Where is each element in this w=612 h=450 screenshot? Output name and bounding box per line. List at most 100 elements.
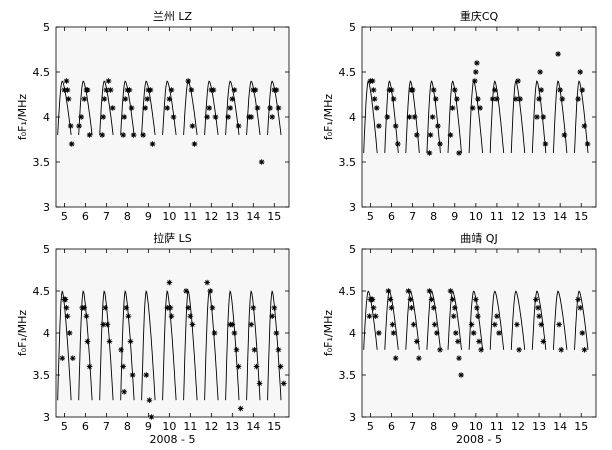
data-point <box>86 363 93 370</box>
x-tick-label: 6 <box>82 210 89 223</box>
data-point <box>64 313 71 319</box>
model-curve <box>78 80 93 136</box>
x-tick-label: 6 <box>388 420 395 433</box>
data-point <box>166 96 173 102</box>
data-point <box>514 321 520 328</box>
x-tick-label: 6 <box>388 210 395 223</box>
data-point <box>149 141 156 147</box>
x-tick-label: 11 <box>490 420 504 433</box>
data-point <box>492 321 498 328</box>
data-point <box>277 363 284 370</box>
x-tick-label: 11 <box>183 420 197 433</box>
panel-qujing: 曲靖 QJ f₀F₁/MHz 2008 - 5 5 6 7 8 9 10 11 12 13 14 15 3 3… <box>322 232 597 446</box>
data-point <box>406 114 413 120</box>
data-point <box>431 321 438 328</box>
data-point <box>556 321 562 328</box>
model-curve <box>78 290 93 401</box>
data-point <box>390 330 397 336</box>
data-point <box>537 69 543 75</box>
data-point <box>477 105 483 111</box>
data-point <box>128 105 135 111</box>
y-axis-label: f₀F₁/MHz <box>16 94 29 140</box>
x-tick-label: 13 <box>532 210 546 223</box>
model-curve <box>489 290 505 350</box>
data-point <box>129 372 136 378</box>
data-point <box>475 313 481 319</box>
data-point <box>388 87 395 93</box>
x-tick-label: 10 <box>469 420 483 433</box>
x-tick-label: 5 <box>61 420 68 433</box>
panel-title: 重庆CQ <box>460 9 499 23</box>
data-point <box>416 355 422 361</box>
data-point <box>516 347 522 353</box>
x-tick-label: 8 <box>124 210 131 223</box>
data-point <box>579 330 586 336</box>
data-point <box>409 87 416 93</box>
data-point <box>275 105 282 111</box>
data-point <box>251 347 258 353</box>
x-tick-label: 11 <box>490 210 504 223</box>
data-point <box>581 123 588 129</box>
data-point <box>204 279 210 286</box>
y-tick-label: 3 <box>349 201 356 214</box>
x-tick-label: 7 <box>103 210 110 223</box>
data-point <box>577 69 583 75</box>
x-tick-label: 15 <box>574 210 588 223</box>
data-point <box>435 123 441 129</box>
data-point <box>366 313 373 319</box>
data-point <box>81 305 88 311</box>
data-point <box>76 123 82 129</box>
data-point <box>414 132 420 138</box>
data-point <box>59 355 66 361</box>
data-point <box>472 78 478 84</box>
y-tick-label: 4 <box>349 327 356 340</box>
x-tick-label: 13 <box>532 420 546 433</box>
x-tick-label: 15 <box>267 420 281 433</box>
data-point <box>211 330 218 336</box>
data-point <box>555 51 561 57</box>
data-point <box>410 321 417 328</box>
panel-lhasa: 拉萨 LS f₀F₁/MHz 2008 - 5 5 6 7 8 9 10 11 12 13 14 15 3 3… <box>16 231 290 446</box>
data-point <box>475 96 481 102</box>
data-point <box>388 305 395 311</box>
x-tick-label: 12 <box>204 420 218 433</box>
data-point <box>515 78 521 84</box>
data-point <box>235 363 242 370</box>
data-point <box>229 321 236 328</box>
data-point <box>227 105 233 111</box>
data-point <box>225 114 231 120</box>
data-point <box>456 150 462 156</box>
y-tick-label: 4 <box>43 111 50 124</box>
data-point <box>494 96 500 102</box>
y-tick-label: 3 <box>349 411 356 424</box>
y-tick-label: 3.5 <box>339 369 357 382</box>
model-curve <box>162 290 177 401</box>
data-point <box>269 313 275 319</box>
data-point <box>369 78 376 84</box>
data-point <box>100 114 106 120</box>
model-curve <box>204 290 219 401</box>
data-point <box>434 330 440 336</box>
model-curve <box>510 290 526 350</box>
data-point <box>384 114 391 120</box>
data-point <box>584 141 591 147</box>
data-point <box>252 87 259 93</box>
data-point <box>164 105 171 111</box>
data-point <box>430 305 437 311</box>
data-point <box>185 78 191 84</box>
data-point <box>126 87 133 93</box>
y-axis-label: f₀F₁/MHz <box>16 310 29 356</box>
data-point <box>121 389 127 395</box>
data-point <box>456 355 462 361</box>
y-tick-label: 3 <box>43 201 50 214</box>
data-point <box>458 372 464 378</box>
data-point <box>253 363 260 370</box>
data-point <box>452 305 458 311</box>
data-point <box>183 288 189 294</box>
data-point <box>125 313 132 319</box>
data-point <box>559 96 566 102</box>
data-point <box>447 132 454 138</box>
x-tick-label: 5 <box>61 210 68 223</box>
data-point <box>447 288 454 294</box>
y-tick-label: 4.5 <box>33 285 51 298</box>
